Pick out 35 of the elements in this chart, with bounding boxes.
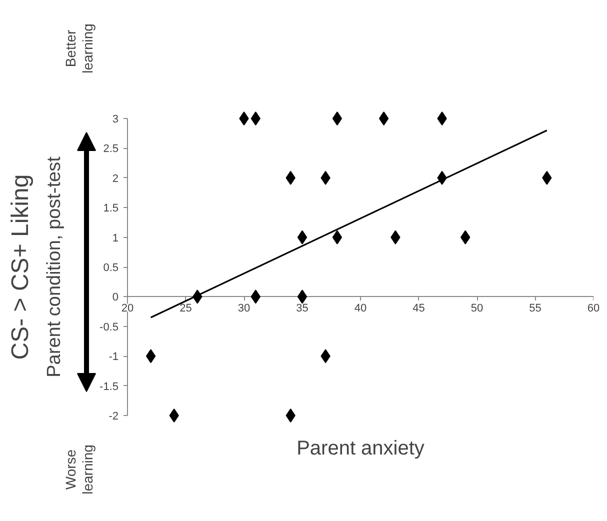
y-tick-label: 2 — [112, 172, 119, 185]
x-axis-title: Parent anxiety — [296, 438, 424, 460]
point — [297, 290, 308, 304]
x-tick-label: 55 — [529, 302, 542, 315]
y-tick-label: 0 — [112, 292, 119, 304]
point — [378, 112, 389, 126]
point — [286, 408, 296, 422]
point — [437, 112, 447, 126]
x-tick-label: 50 — [470, 302, 484, 315]
point — [332, 112, 342, 126]
point — [250, 112, 260, 126]
text: Better learning — [62, 24, 96, 74]
y-tick-label: -1.5 — [100, 380, 119, 393]
text: Worse learning — [62, 444, 96, 494]
x-tick-label: 35 — [296, 302, 308, 315]
x-tick-label: 25 — [180, 302, 192, 315]
point — [297, 230, 308, 244]
point — [146, 349, 156, 364]
y-axis-title: CS- > CS+ Liking Parent condition, post-test — [7, 156, 65, 378]
point — [239, 112, 249, 126]
y-tick-label: -1 — [108, 351, 118, 364]
y-tick-label: 1 — [112, 232, 119, 244]
point — [332, 230, 342, 244]
y-tick-label: 0.5 — [103, 262, 119, 274]
y-tick-label: 1.5 — [103, 202, 119, 215]
y-tick-label: 2.5 — [103, 143, 119, 156]
point — [169, 408, 179, 422]
y-tick-label: 3 — [112, 114, 119, 126]
y-tick-label: -2 — [108, 410, 118, 422]
x-tick-label: 40 — [354, 302, 367, 315]
x-tick-label: 45 — [412, 302, 425, 315]
y-tick-label: -0.5 — [100, 321, 119, 334]
x-tick-label: 30 — [238, 302, 250, 315]
x-tick-label: 60 — [587, 302, 600, 315]
x-tick-label: 20 — [121, 302, 134, 315]
